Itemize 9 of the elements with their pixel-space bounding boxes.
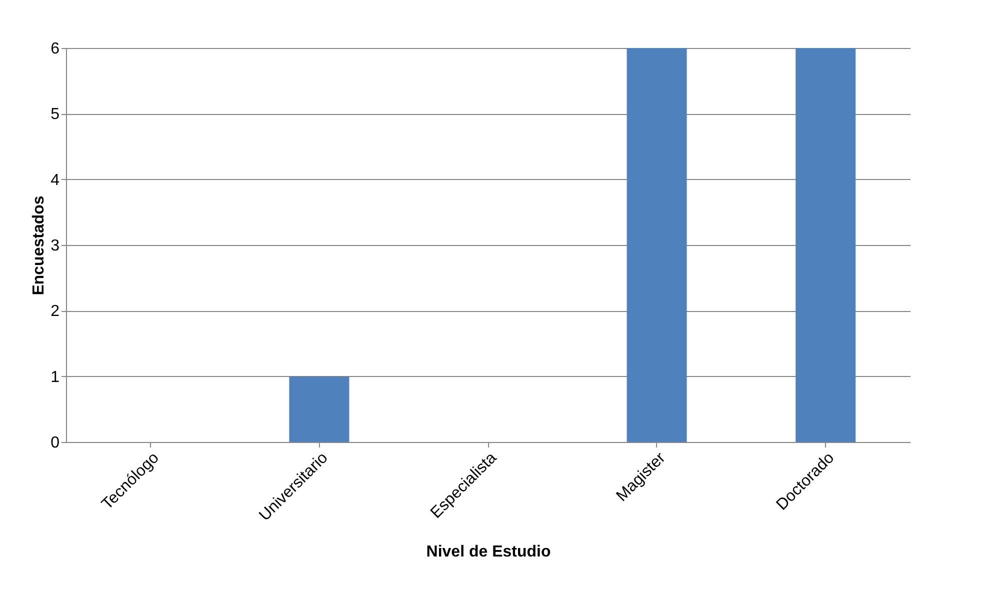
x-axis-title: Nivel de Estudio xyxy=(426,544,551,561)
y-tick-label: 2 xyxy=(50,303,60,320)
y-axis-title: Encuestados xyxy=(30,196,48,296)
y-tick-label: 1 xyxy=(50,368,60,386)
y-tick-label: 5 xyxy=(50,106,60,124)
y-tick-label: 0 xyxy=(50,434,60,452)
y-tick-label: 4 xyxy=(50,172,60,189)
y-tick-label: 6 xyxy=(50,40,60,58)
y-tick-label: 3 xyxy=(50,238,60,254)
